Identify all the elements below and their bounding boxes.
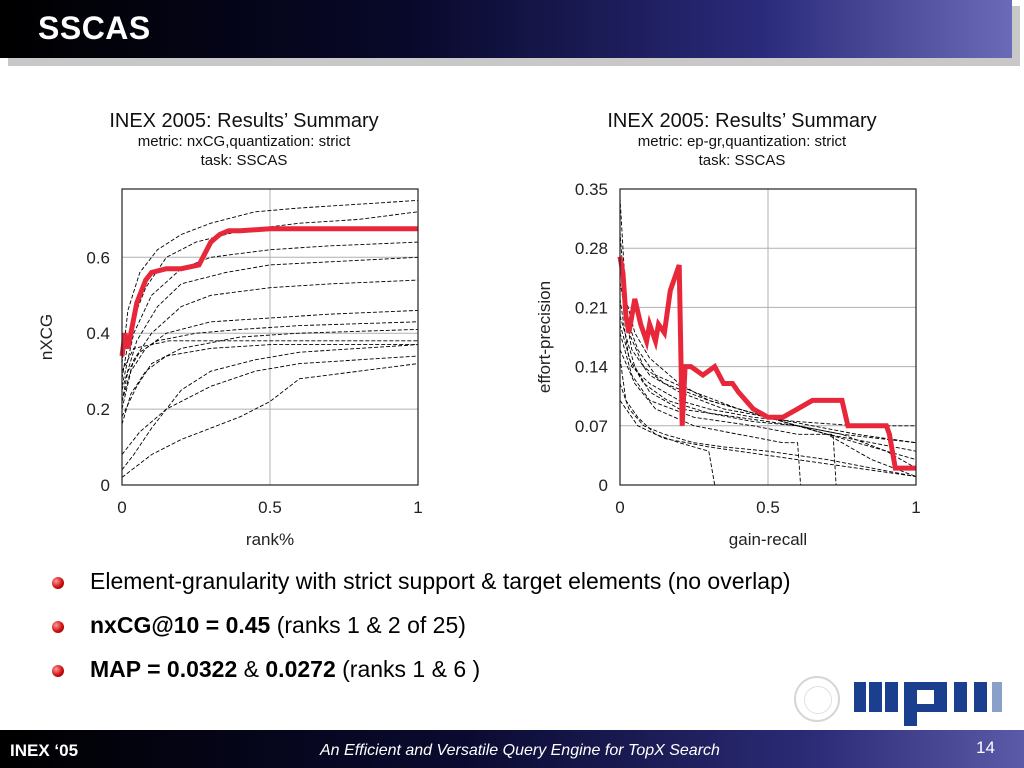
y-tick-label: 0.4: [86, 324, 110, 343]
bullet-text-part: &: [237, 656, 266, 682]
highlight-series-line: [617, 256, 916, 471]
run-series-line: [619, 324, 916, 427]
run-series-line: [619, 383, 917, 477]
run-series-line: [121, 279, 419, 402]
bullet-list: Element-granularity with strict support …: [52, 566, 992, 698]
y-tick-label: 0: [599, 476, 608, 495]
highlight-series-line: [119, 226, 418, 357]
y-tick-label: 0.07: [575, 417, 608, 436]
y-tick-label: 0.14: [575, 358, 608, 377]
x-axis-label: gain-recall: [729, 530, 807, 549]
run-series-line: [619, 332, 916, 486]
bullet-metric-value: MAP = 0.0322: [90, 656, 238, 682]
bullet-text-part: (ranks 1 & 6 ): [335, 656, 481, 682]
run-series-line: [619, 265, 917, 477]
run-series-line: [121, 344, 419, 471]
chart-title: INEX 2005: Results’ Summary: [109, 110, 378, 132]
plot-frame: [121, 188, 419, 486]
bullet-text-part: Element-granularity with strict support …: [90, 568, 791, 594]
title-bar-shadow-right: [1012, 6, 1020, 66]
ep-gr-chart: INEX 2005: Results’ Summary metric: ep-gr…: [528, 100, 958, 560]
chart-title: INEX 2005: Results’ Summary: [607, 110, 876, 132]
y-tick-label: 0.2: [86, 400, 110, 419]
bullet-text-part: (ranks 1 & 2 of 25): [270, 612, 466, 638]
chart-subtitle: task: SSCAS: [699, 152, 786, 169]
y-tick-label: 0.35: [575, 180, 608, 199]
run-series-line: [121, 328, 419, 417]
chart-subtitle: task: SSCAS: [201, 152, 288, 169]
slide-title: SSCAS: [38, 10, 151, 46]
bullet-text: nxCG@10 = 0.45 (ranks 1 & 2 of 25): [90, 612, 466, 639]
x-tick-label: 1: [911, 498, 920, 517]
bullet-text: Element-granularity with strict support …: [90, 568, 791, 595]
plot-frame: [619, 188, 917, 486]
x-tick-label: 0: [615, 498, 624, 517]
x-axis-label: rank%: [246, 530, 294, 549]
y-tick-label: 0.6: [86, 248, 110, 267]
bullet-item-nxcg: nxCG@10 = 0.45 (ranks 1 & 2 of 25): [52, 610, 992, 654]
footer-talk-title: An Efficient and Versatile Query Engine …: [320, 742, 720, 759]
x-tick-label: 0: [117, 498, 126, 517]
x-tick-label: 1: [413, 498, 422, 517]
bullet-item-map: MAP = 0.0322 & 0.0272 (ranks 1 & 6 ): [52, 654, 992, 698]
bullet-dot-icon: [52, 577, 64, 589]
bullet-item-granularity: Element-granularity with strict support …: [52, 566, 992, 610]
run-series-line: [619, 281, 917, 444]
title-bar-shadow: [8, 58, 1012, 66]
run-series-line: [121, 363, 419, 478]
bullet-text: MAP = 0.0322 & 0.0272 (ranks 1 & 6 ): [90, 656, 480, 683]
bullet-metric-value: 0.0272: [265, 656, 336, 682]
run-series-line: [121, 199, 419, 364]
title-bar: SSCAS: [0, 0, 1012, 58]
mpi-logo-graphic: [854, 682, 1002, 726]
footer-bar: INEX ‘05 An Efficient and Versatile Quer…: [0, 730, 1024, 768]
run-series-line: [619, 315, 917, 469]
mpi-logo: [854, 676, 1004, 735]
y-tick-label: 0.21: [575, 298, 608, 317]
y-tick-label: 0: [101, 476, 110, 495]
footer-conference: INEX ‘05: [10, 741, 79, 760]
nxcg-chart: INEX 2005: Results’ Summary metric: nxCG,…: [30, 100, 460, 560]
chart-subtitle: metric: ep-gr,quantization: strict: [638, 133, 847, 150]
run-series-line: [619, 349, 916, 486]
minerva-seal-logo: [794, 676, 840, 722]
chart-subtitle: metric: nxCG,quantization: strict: [138, 133, 351, 150]
y-axis-label: nXCG: [37, 314, 56, 360]
x-tick-label: 0.5: [258, 498, 282, 517]
y-axis-label: effort-precision: [535, 281, 554, 393]
run-series-line: [121, 309, 419, 410]
run-series-line: [121, 355, 419, 455]
bullet-metric-value: nxCG@10 = 0.45: [90, 612, 271, 638]
bullet-dot-icon: [52, 621, 64, 633]
bullet-dot-icon: [52, 665, 64, 677]
page-number: 14: [976, 738, 995, 757]
run-series-line: [121, 321, 419, 402]
run-series-line: [619, 400, 917, 477]
run-series-line: [121, 256, 419, 391]
run-series-line: [121, 340, 418, 372]
x-tick-label: 0.5: [756, 498, 780, 517]
run-series-line: [121, 344, 418, 425]
y-tick-label: 0.28: [575, 239, 608, 258]
run-series-line: [619, 298, 917, 444]
